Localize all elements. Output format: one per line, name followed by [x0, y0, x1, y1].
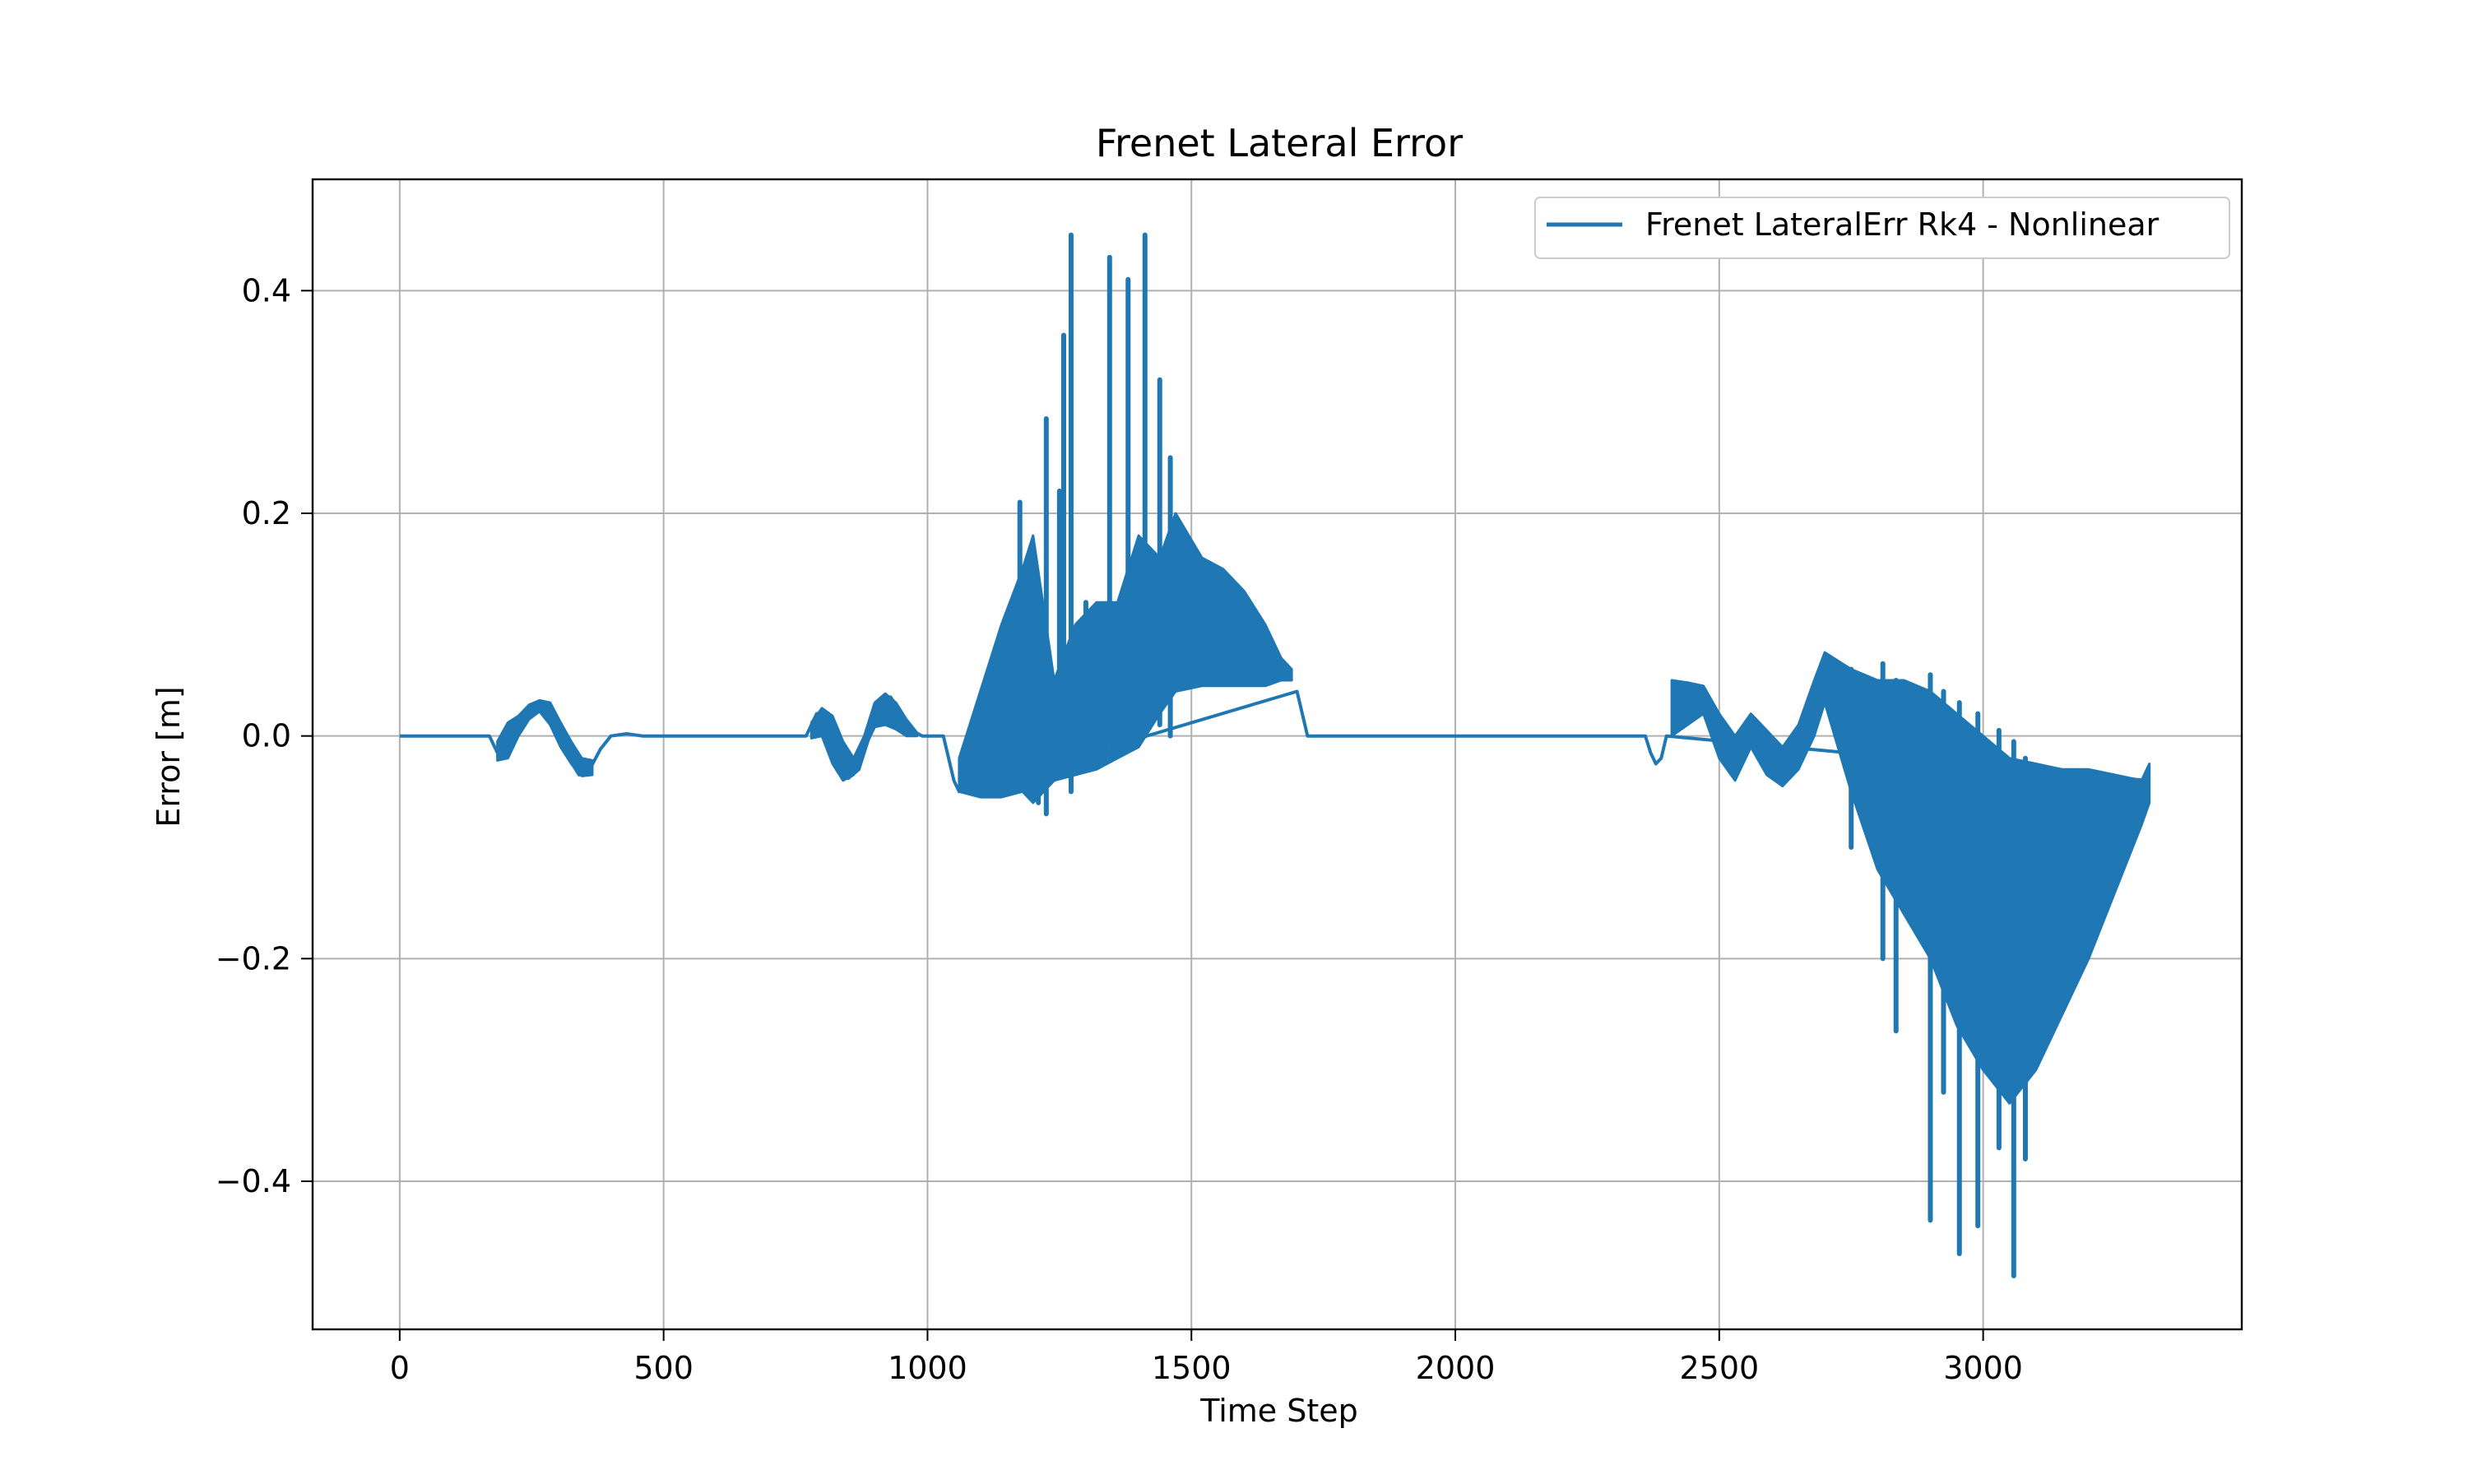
y-axis-label: Error [m] [151, 686, 187, 827]
plot-frame [311, 178, 2243, 1331]
legend: Frenet LateralErr Rk4 - Nonlinear [1534, 197, 2230, 259]
x-tick-label: 0 [390, 1350, 410, 1386]
x-tick-label: 2500 [1679, 1350, 1759, 1386]
x-tick-label: 1500 [1152, 1350, 1232, 1386]
x-tick-label: 2000 [1416, 1350, 1496, 1386]
y-axis-ticks: −0.4 −0.2 0.0 0.2 0.4 [216, 272, 313, 1199]
series-layer [399, 232, 2151, 1279]
y-tick-label: 0.4 [242, 272, 291, 308]
x-tick-label: 1000 [888, 1350, 967, 1386]
x-axis-label: Time Step [1199, 1393, 1358, 1429]
y-tick-label: 0.2 [242, 495, 291, 531]
legend-box [1534, 197, 2230, 259]
y-tick-label: −0.4 [216, 1163, 291, 1199]
x-axis-ticks: 0 500 1000 1500 2000 2500 3000 [390, 1329, 2023, 1386]
y-tick-label: 0.0 [242, 718, 291, 754]
series-line [399, 689, 2147, 794]
legend-series-label: Frenet LateralErr Rk4 - Nonlinear [1645, 206, 2160, 243]
chart-title: Frenet Lateral Error [1096, 121, 1463, 165]
x-tick-label: 3000 [1943, 1350, 2023, 1386]
series-oscillation-band [958, 512, 1293, 805]
x-tick-label: 500 [633, 1350, 694, 1386]
series-oscillation-band [1823, 651, 2151, 1105]
y-tick-label: −0.2 [216, 940, 291, 976]
